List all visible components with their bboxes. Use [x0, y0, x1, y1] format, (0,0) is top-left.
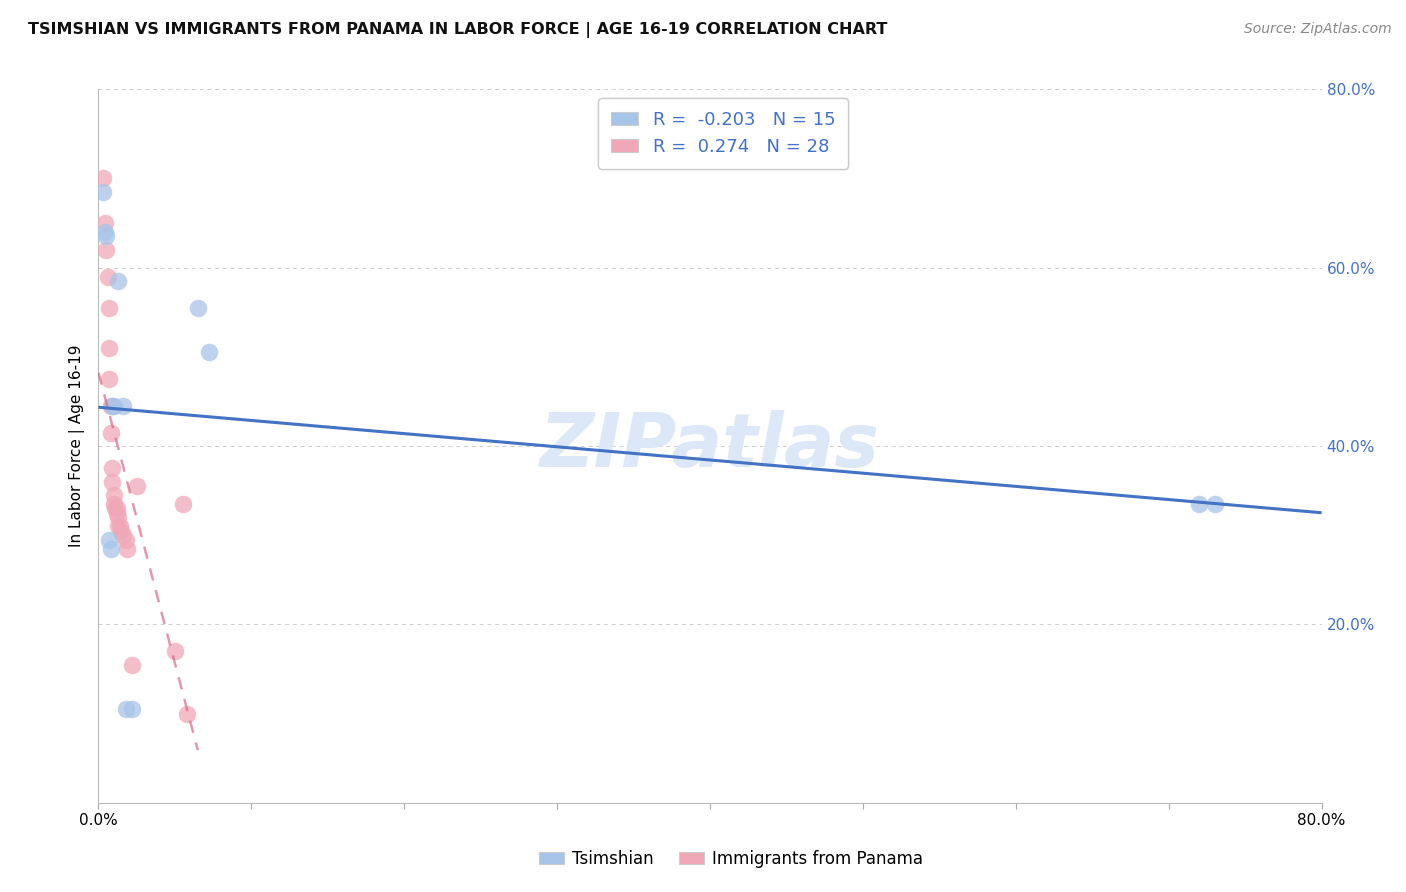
Text: ZIPatlas: ZIPatlas: [540, 409, 880, 483]
Point: [125, 479, 148, 493]
Point: [103, 497, 125, 511]
Y-axis label: In Labor Force | Age 16-19: In Labor Force | Age 16-19: [69, 344, 86, 548]
Point: [93, 216, 115, 230]
Text: TSIMSHIAN VS IMMIGRANTS FROM PANAMA IN LABOR FORCE | AGE 16-19 CORRELATION CHART: TSIMSHIAN VS IMMIGRANTS FROM PANAMA IN L…: [28, 22, 887, 38]
Point: [98, 533, 121, 547]
Point: [117, 541, 139, 556]
Point: [98, 372, 121, 386]
Point: [97, 269, 120, 284]
Point: [100, 541, 122, 556]
Point: [94, 243, 117, 257]
Point: [121, 702, 143, 716]
Point: [1204, 497, 1226, 511]
Point: [100, 399, 122, 413]
Point: [111, 399, 134, 413]
Point: [94, 229, 117, 244]
Legend: Tsimshian, Immigrants from Panama: Tsimshian, Immigrants from Panama: [533, 844, 929, 875]
Point: [107, 510, 129, 524]
Point: [101, 399, 124, 413]
Point: [93, 225, 115, 239]
Point: [110, 524, 132, 538]
Legend: R =  -0.203   N = 15, R =  0.274   N = 28: R = -0.203 N = 15, R = 0.274 N = 28: [599, 98, 848, 169]
Point: [163, 644, 186, 658]
Point: [115, 702, 138, 716]
Point: [108, 519, 131, 533]
Point: [172, 497, 194, 511]
Point: [91, 171, 114, 186]
Text: Source: ZipAtlas.com: Source: ZipAtlas.com: [1244, 22, 1392, 37]
Point: [91, 185, 114, 199]
Point: [121, 657, 143, 672]
Point: [101, 461, 124, 475]
Point: [107, 519, 129, 533]
Point: [103, 399, 125, 413]
Point: [104, 501, 127, 516]
Point: [176, 706, 198, 721]
Point: [103, 488, 125, 502]
Point: [107, 274, 129, 288]
Point: [98, 301, 121, 315]
Point: [98, 341, 121, 355]
Point: [100, 425, 122, 440]
Point: [1188, 497, 1211, 511]
Point: [187, 301, 209, 315]
Point: [197, 345, 219, 359]
Point: [101, 475, 124, 489]
Point: [105, 501, 128, 516]
Point: [111, 528, 134, 542]
Point: [105, 506, 128, 520]
Point: [115, 533, 138, 547]
